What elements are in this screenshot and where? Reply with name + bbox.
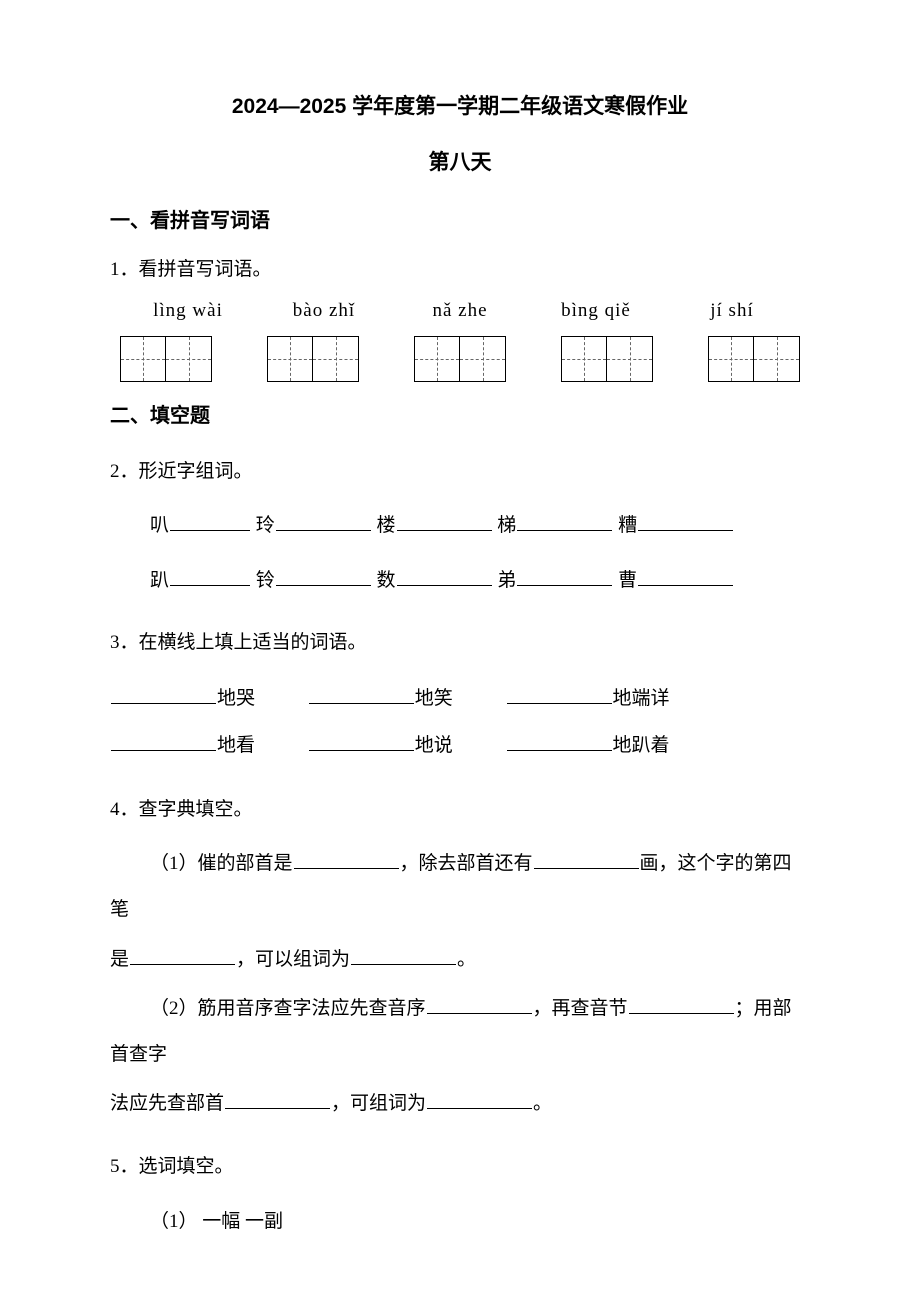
q4-text: （2）筋用音序查字法应先查音序 (150, 998, 426, 1019)
page-subtitle: 第八天 (110, 146, 810, 180)
q4-text: ，可组词为 (331, 1093, 426, 1114)
tianzige-group-3 (414, 336, 506, 382)
tianzige-cell[interactable] (166, 336, 212, 382)
q4-text: 法应先查部首 (110, 1093, 224, 1114)
q2-char: 梯 (497, 515, 516, 536)
q3-row2: 地看 地说 地趴着 (110, 722, 810, 770)
q2-char: 楼 (377, 515, 396, 536)
q4-text: 是 (110, 949, 129, 970)
blank[interactable] (534, 847, 639, 869)
q4-sub2: （2）筋用音序查字法应先查音序，再查音节；用部首查字 (110, 986, 810, 1077)
blank[interactable] (427, 992, 532, 1014)
pinyin-5: jí shí (672, 296, 792, 326)
q2-char: 叭 (150, 515, 169, 536)
q3-suffix: 地端详 (613, 688, 670, 709)
blank[interactable] (397, 564, 492, 586)
q2: 2．形近字组词。 叭 玲 楼 梯 糟 趴 铃 数 弟 曹 (110, 450, 810, 603)
q4: 4．查字典填空。 （1）催的部首是，除去部首还有画，这个字的第四笔 是，可以组词… (110, 788, 810, 1127)
q2-char: 玲 (256, 515, 275, 536)
tianzige-cell[interactable] (414, 336, 460, 382)
q5-sub1: （1） 一幅 一副 (110, 1199, 810, 1245)
tianzige-cell[interactable] (120, 336, 166, 382)
blank[interactable] (225, 1087, 330, 1109)
blank[interactable] (276, 509, 371, 531)
blank[interactable] (294, 847, 399, 869)
pinyin-2: bào zhǐ (264, 296, 384, 326)
q2-char: 趴 (150, 570, 169, 591)
q4-text: （1）催的部首是 (150, 853, 293, 874)
q2-char: 铃 (256, 570, 275, 591)
blank[interactable] (276, 564, 371, 586)
q5-label: 5．选词填空。 (110, 1145, 810, 1189)
q3-suffix: 地笑 (415, 688, 453, 709)
tianzige-cell[interactable] (561, 336, 607, 382)
q2-char: 糟 (618, 515, 637, 536)
q2-char: 曹 (618, 570, 637, 591)
tianzige-group-1 (120, 336, 212, 382)
blank[interactable] (111, 682, 216, 704)
blank[interactable] (517, 564, 612, 586)
blank[interactable] (638, 564, 733, 586)
tianzige-cell[interactable] (754, 336, 800, 382)
q3-suffix: 地趴着 (613, 735, 670, 756)
q4-text: 。 (533, 1093, 552, 1114)
tianzige-group-4 (561, 336, 653, 382)
blank[interactable] (517, 509, 612, 531)
blank[interactable] (170, 509, 250, 531)
q2-char: 数 (377, 570, 396, 591)
q3-suffix: 地说 (415, 735, 453, 756)
q4-text: ，除去部首还有 (400, 853, 533, 874)
q3-row1: 地哭 地笑 地端详 (110, 675, 810, 723)
q5: 5．选词填空。 （1） 一幅 一副 (110, 1145, 810, 1244)
q2-row1: 叭 玲 楼 梯 糟 (110, 504, 810, 548)
tianzige-cell[interactable] (460, 336, 506, 382)
q2-label: 2．形近字组词。 (110, 450, 810, 494)
pinyin-1: lìng wài (128, 296, 248, 326)
blank[interactable] (638, 509, 733, 531)
pinyin-row: lìng wài bào zhǐ nǎ zhe bìng qiě jí shí (110, 296, 810, 326)
blank[interactable] (130, 943, 235, 965)
q3: 3．在横线上填上适当的词语。 地哭 地笑 地端详 地看 地说 地趴着 (110, 621, 810, 770)
pinyin-3: nǎ zhe (400, 296, 520, 326)
blank[interactable] (629, 992, 734, 1014)
page-title: 2024—2025 学年度第一学期二年级语文寒假作业 (110, 90, 810, 124)
q4-sub1: （1）催的部首是，除去部首还有画，这个字的第四笔 (110, 841, 810, 932)
q3-label: 3．在横线上填上适当的词语。 (110, 621, 810, 665)
q4-text: ，再查音节 (533, 998, 628, 1019)
blank[interactable] (507, 729, 612, 751)
blank[interactable] (111, 729, 216, 751)
q3-suffix: 地哭 (217, 688, 255, 709)
q1-label: 1．看拼音写词语。 (110, 255, 810, 285)
tianzige-group-2 (267, 336, 359, 382)
q4-sub2-cont: 法应先查部首 ，可组词为 。 (110, 1081, 810, 1127)
tianzige-group-5 (708, 336, 800, 382)
q4-text: ，可以组词为 (236, 949, 350, 970)
blank[interactable] (427, 1087, 532, 1109)
section2-heading: 二、填空题 (110, 400, 810, 432)
q4-sub1-cont: 是 ，可以组词为 。 (110, 937, 810, 983)
blank[interactable] (351, 943, 456, 965)
tianzige-row (110, 336, 810, 382)
q2-row2: 趴 铃 数 弟 曹 (110, 559, 810, 603)
section1-heading: 一、看拼音写词语 (110, 205, 810, 237)
tianzige-cell[interactable] (267, 336, 313, 382)
blank[interactable] (309, 729, 414, 751)
blank[interactable] (309, 682, 414, 704)
q4-label: 4．查字典填空。 (110, 788, 810, 832)
q4-text: 。 (457, 949, 476, 970)
blank[interactable] (170, 564, 250, 586)
blank[interactable] (397, 509, 492, 531)
tianzige-cell[interactable] (607, 336, 653, 382)
blank[interactable] (507, 682, 612, 704)
q2-char: 弟 (497, 570, 516, 591)
tianzige-cell[interactable] (708, 336, 754, 382)
q3-suffix: 地看 (217, 735, 255, 756)
tianzige-cell[interactable] (313, 336, 359, 382)
pinyin-4: bìng qiě (536, 296, 656, 326)
